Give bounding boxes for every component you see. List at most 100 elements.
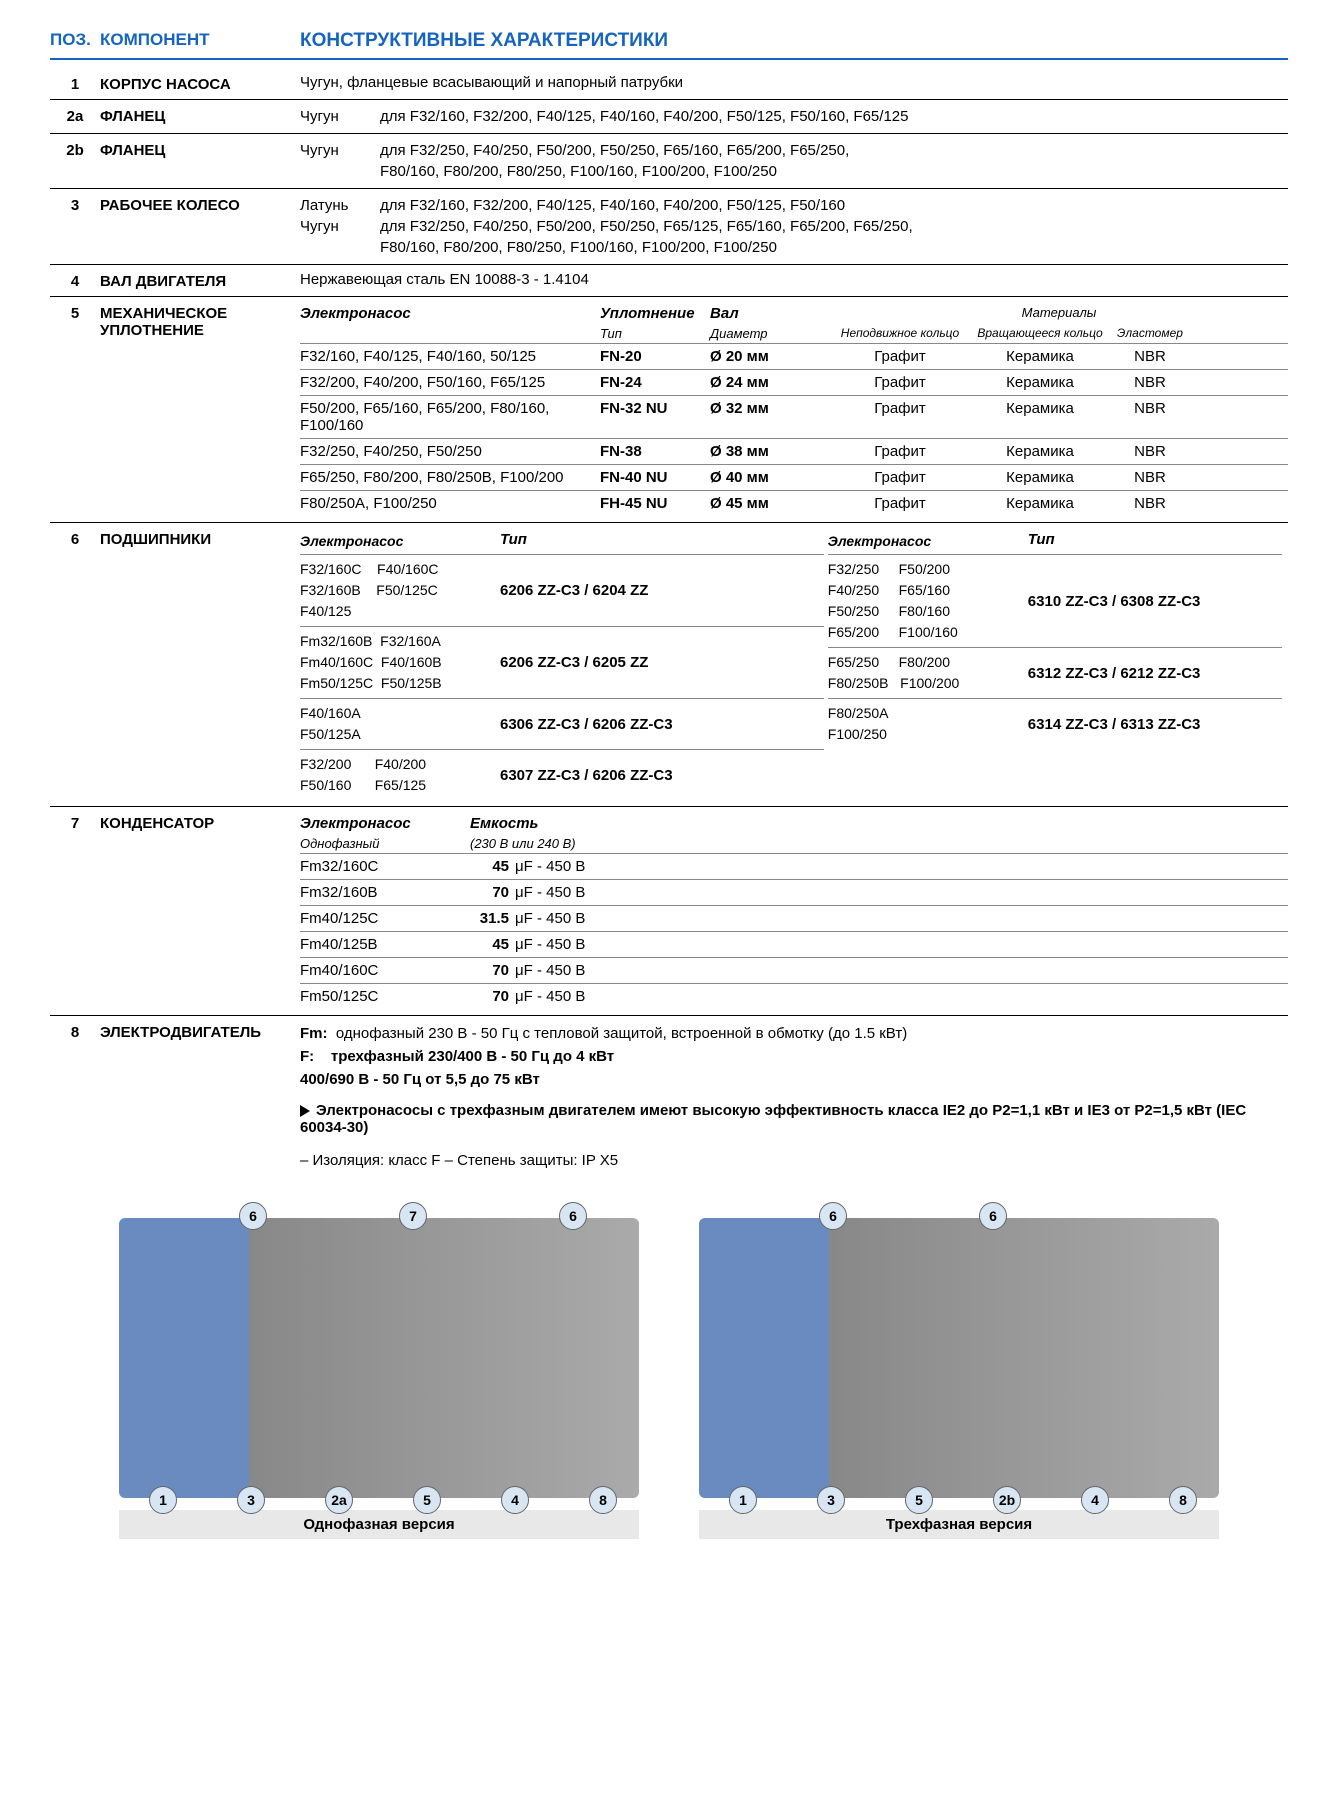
seal-m1: Графит — [830, 443, 970, 460]
seal-m3: NBR — [1110, 495, 1190, 512]
pos-2b: 2b — [50, 140, 100, 182]
row-capacitor: 7 КОНДЕНСАТОР ЭлектронасосЕмкость Однофа… — [50, 807, 1288, 1016]
cap-value: 31.5 — [470, 910, 515, 927]
row-flange-a: 2a ФЛАНЕЦ Чугундля F32/160, F32/200, F40… — [50, 100, 1288, 134]
callout: 6 — [559, 1202, 587, 1230]
cap-model: Fm32/160B — [300, 884, 470, 901]
callout: 3 — [817, 1486, 845, 1514]
cap-unit: μF - 450 В — [515, 962, 1288, 979]
seal-m1: Графит — [830, 469, 970, 486]
pos-7: 7 — [50, 813, 100, 1009]
pos-2a: 2a — [50, 106, 100, 127]
row-flange-b: 2b ФЛАНЕЦ Чугундля F32/250, F40/250, F50… — [50, 134, 1288, 189]
seal-row: F80/250A, F100/250 FH-45 NU Ø 45 мм Граф… — [300, 490, 1288, 516]
seal-diam: Ø 45 мм — [710, 495, 830, 512]
seal-row: F32/200, F40/200, F50/160, F65/125 FN-24… — [300, 369, 1288, 395]
cap-model: Fm40/125B — [300, 936, 470, 953]
seal-sh-diam: Диаметр — [710, 326, 830, 341]
diagram-three-phase: 661352b48 Трехфазная версия — [699, 1218, 1219, 1539]
m-l1b: однофазный 230 В - 50 Гц с тепловой защи… — [336, 1025, 907, 1042]
comp-1: КОРПУС НАСОСА — [100, 74, 300, 93]
seal-m1: Графит — [830, 374, 970, 391]
seal-h-seal: Уплотнение — [600, 305, 710, 322]
callout: 4 — [1081, 1486, 1109, 1514]
cap-model: Fm40/160C — [300, 962, 470, 979]
bearing-row: F80/250A F100/2506314 ZZ-C3 / 6313 ZZ-C3 — [828, 698, 1282, 749]
detail-2b-2: F80/160, F80/200, F80/250, F100/160, F10… — [380, 163, 1288, 180]
seal-h-mat: Материалы — [830, 305, 1288, 322]
callout: 3 — [237, 1486, 265, 1514]
cap-unit: μF - 450 В — [515, 910, 1288, 927]
cap-sh-phase: Однофазный — [300, 836, 470, 851]
mat-3-1: Латунь — [300, 197, 380, 214]
callout: 2a — [325, 1486, 353, 1514]
bearing-type: 6310 ZZ-C3 / 6308 ZZ-C3 — [1028, 593, 1282, 610]
seal-type: FH-45 NU — [600, 495, 710, 512]
arrow-icon — [300, 1105, 310, 1117]
mat-3-2: Чугун — [300, 218, 380, 235]
seal-sh-m2: Вращающееся кольцо — [970, 326, 1110, 341]
bearing-row: F32/200 F40/200 F50/160 F65/1256307 ZZ-C… — [300, 749, 824, 800]
seal-m3: NBR — [1110, 400, 1190, 434]
pos-6: 6 — [50, 529, 100, 800]
seal-m2: Керамика — [970, 443, 1110, 460]
row-motor: 8 ЭЛЕКТРОДВИГАТЕЛЬ Fm: однофазный 230 В … — [50, 1016, 1288, 1178]
cap-model: Fm40/125C — [300, 910, 470, 927]
bear-h-pump-l: Электронасос — [300, 531, 500, 552]
seal-sh-m1: Неподвижное кольцо — [830, 326, 970, 341]
cap-model: Fm32/160C — [300, 858, 470, 875]
seal-m2: Керамика — [970, 495, 1110, 512]
bearing-row: F32/250 F50/200 F40/250 F65/160 F50/250 … — [828, 554, 1282, 647]
comp-6: ПОДШИПНИКИ — [100, 529, 300, 800]
cap-h-cap: Емкость — [470, 815, 538, 832]
seal-m3: NBR — [1110, 443, 1190, 460]
seal-pump: F65/250, F80/200, F80/250B, F100/200 — [300, 469, 600, 486]
seal-pump: F32/160, F40/125, F40/160, 50/125 — [300, 348, 600, 365]
bearing-type: 6314 ZZ-C3 / 6313 ZZ-C3 — [1028, 716, 1282, 733]
seal-row: F65/250, F80/200, F80/250B, F100/200 FN-… — [300, 464, 1288, 490]
detail-3-1: для F32/160, F32/200, F40/125, F40/160, … — [380, 197, 1288, 214]
row-impeller: 3 РАБОЧЕЕ КОЛЕСО Латуньдля F32/160, F32/… — [50, 189, 1288, 265]
mat-2a: Чугун — [300, 108, 380, 125]
comp-3: РАБОЧЕЕ КОЛЕСО — [100, 195, 300, 258]
pos-4: 4 — [50, 271, 100, 290]
bearing-models: F65/250 F80/200 F80/250B F100/200 — [828, 652, 1028, 694]
bear-h-pump-r: Электронасос — [828, 531, 1028, 552]
seal-type: FN-32 NU — [600, 400, 710, 434]
bearing-type: 6307 ZZ-C3 / 6206 ZZ-C3 — [500, 767, 824, 784]
seal-m1: Графит — [830, 348, 970, 365]
bearing-row: Fm32/160B F32/160A Fm40/160C F40/160B Fm… — [300, 626, 824, 698]
capacitor-row: Fm40/160C70μF - 450 В — [300, 957, 1288, 983]
cap-value: 45 — [470, 936, 515, 953]
seal-m2: Керамика — [970, 469, 1110, 486]
pos-8: 8 — [50, 1022, 100, 1172]
seal-sh-type: Тип — [600, 326, 710, 341]
text-4: Нержавеющая сталь EN 10088-3 - 1.4104 — [300, 271, 589, 288]
seal-sh-m3: Эластомер — [1110, 326, 1190, 341]
header-component: КОМПОНЕНТ — [100, 30, 300, 52]
capacitor-row: Fm32/160C45μF - 450 В — [300, 853, 1288, 879]
row-seal: 5 МЕХАНИЧЕСКОЕ УПЛОТНЕНИЕ Электронасос У… — [50, 297, 1288, 523]
detail-2b-1: для F32/250, F40/250, F50/200, F50/250, … — [380, 142, 1288, 159]
diagram-right-label: Трехфазная версия — [699, 1510, 1219, 1539]
bearing-row: F32/160C F40/160C F32/160B F50/125C F40/… — [300, 554, 824, 626]
m-l4: Электронасосы с трехфазным двигателем им… — [300, 1102, 1246, 1136]
table-header: ПОЗ. КОМПОНЕНТ КОНСТРУКТИВНЫЕ ХАРАКТЕРИС… — [50, 30, 1288, 60]
seal-m3: NBR — [1110, 374, 1190, 391]
bearing-models: F32/250 F50/200 F40/250 F65/160 F50/250 … — [828, 559, 1028, 643]
seal-pump: F32/250, F40/250, F50/250 — [300, 443, 600, 460]
pos-1: 1 — [50, 74, 100, 93]
comp-2a: ФЛАНЕЦ — [100, 106, 300, 127]
seal-type: FN-20 — [600, 348, 710, 365]
cap-unit: μF - 450 В — [515, 988, 1288, 1005]
seal-m2: Керамика — [970, 348, 1110, 365]
seal-m3: NBR — [1110, 469, 1190, 486]
m-l3: 400/690 В - 50 Гц от 5,5 до 75 кВт — [300, 1068, 1288, 1091]
callout: 6 — [239, 1202, 267, 1230]
bearing-row: F40/160A F50/125A6306 ZZ-C3 / 6206 ZZ-C3 — [300, 698, 824, 749]
diagram-single-phase: 676132a548 Однофазная версия — [119, 1218, 639, 1539]
callout: 8 — [1169, 1486, 1197, 1514]
cap-value: 70 — [470, 962, 515, 979]
comp-5: МЕХАНИЧЕСКОЕ УПЛОТНЕНИЕ — [100, 303, 300, 516]
bearing-type: 6306 ZZ-C3 / 6206 ZZ-C3 — [500, 716, 824, 733]
